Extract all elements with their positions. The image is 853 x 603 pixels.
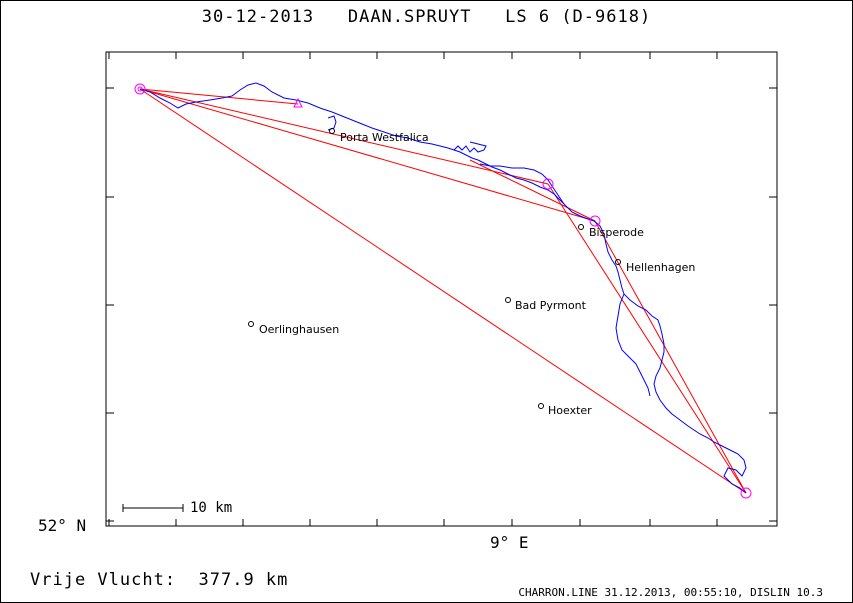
axis-ticks bbox=[106, 52, 777, 526]
flight-track bbox=[139, 82, 747, 494]
finish-turnpoint bbox=[740, 487, 752, 499]
latitude-label: 52° N bbox=[38, 516, 87, 535]
town-bad-pyrmont: Bad Pyrmont bbox=[505, 297, 587, 312]
turnpoint-3 bbox=[589, 215, 601, 227]
town-label: Hellenhagen bbox=[626, 261, 695, 274]
longitude-label: 9° E bbox=[490, 533, 529, 552]
town-oerlinghausen: Oerlinghausen bbox=[248, 321, 339, 336]
scale-bar bbox=[122, 504, 184, 512]
town-label: Bisperode bbox=[589, 226, 644, 239]
town-label: Hoexter bbox=[548, 404, 592, 417]
turnpoints bbox=[134, 83, 752, 499]
map-title: 30-12-2013 DAAN.SPRUYT LS 6 (D-9618) bbox=[201, 7, 652, 27]
town-porta-westfalica: Porta Westfalica bbox=[329, 128, 429, 144]
town-hoexter: Hoexter bbox=[538, 403, 592, 417]
town-label: Porta Westfalica bbox=[340, 131, 429, 144]
turnpoint-2 bbox=[542, 178, 554, 190]
town-label: Oerlinghausen bbox=[259, 323, 339, 336]
town-hellenhagen: Hellenhagen bbox=[615, 259, 695, 274]
distance-readout: Vrije Vlucht: 377.9 km bbox=[30, 570, 289, 590]
task-lines bbox=[139, 88, 747, 494]
credit-line: CHARRON.LINE 31.12.2013, 00:55:10, DISLI… bbox=[518, 586, 823, 599]
town-label: Bad Pyrmont bbox=[515, 299, 587, 312]
towns: Porta Westfalica Bisperode Hellenhagen B… bbox=[248, 128, 695, 417]
triangle-turnpoint bbox=[293, 97, 303, 108]
plot-frame bbox=[105, 51, 778, 527]
start-turnpoint-inner bbox=[137, 86, 143, 92]
start-turnpoint bbox=[134, 83, 146, 95]
town-bisperode: Bisperode bbox=[578, 224, 644, 239]
scale-bar-label: 10 km bbox=[190, 500, 233, 516]
